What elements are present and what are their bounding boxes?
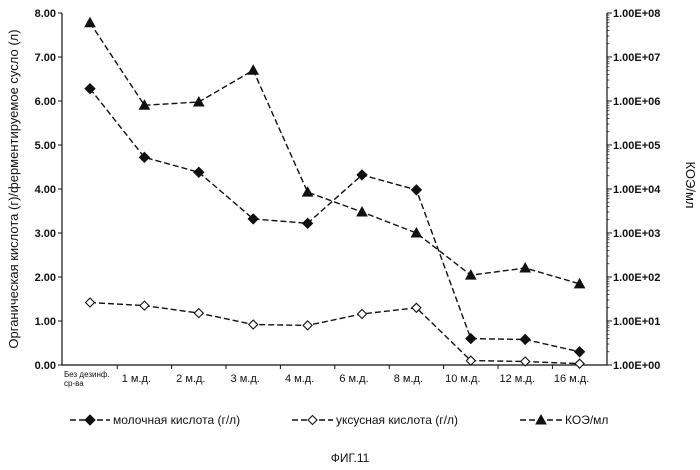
data-point xyxy=(520,263,530,272)
y2-tick-label: 1.00E+07 xyxy=(613,52,660,64)
series-3 xyxy=(85,18,585,288)
data-point xyxy=(357,207,367,216)
y-axis-title: Органическая кислота (г)/ферментируемое … xyxy=(6,29,21,348)
data-point xyxy=(86,298,95,307)
data-point xyxy=(194,97,204,106)
data-point xyxy=(248,65,258,74)
data-point xyxy=(411,185,421,195)
legend-item-1: молочная кислота (г/л) xyxy=(70,413,240,427)
legend-marker xyxy=(308,416,317,425)
legend-marker xyxy=(536,415,546,424)
x-tick-label: 1 м.д. xyxy=(122,373,151,385)
data-point xyxy=(466,270,476,279)
data-point xyxy=(194,309,203,318)
legend-item-3: КОЭ/мл xyxy=(520,413,608,427)
chart-series xyxy=(85,18,585,368)
x-tick-label: 16 м.д. xyxy=(554,373,589,385)
y-tick-label: 4.00 xyxy=(35,184,56,196)
y2-tick-label: 1.00E+00 xyxy=(613,360,660,372)
legend-item-2: уксусная кислота (г/л) xyxy=(292,413,458,427)
series-1 xyxy=(85,84,585,357)
chart-legend: молочная кислота (г/л) уксусная кислота (… xyxy=(70,413,608,427)
series-2 xyxy=(86,298,585,368)
x-tick-label: 2 м.д. xyxy=(176,373,205,385)
data-point xyxy=(411,228,421,237)
data-point xyxy=(140,301,149,310)
x-tick-label: 10 м.д. xyxy=(445,373,480,385)
data-point xyxy=(358,309,367,318)
data-point xyxy=(303,187,313,196)
y2-tick-label: 1.00E+01 xyxy=(613,316,660,328)
y2-tick-label: 1.00E+02 xyxy=(613,272,660,284)
y2-tick-label: 1.00E+06 xyxy=(613,96,660,108)
series-line xyxy=(90,89,580,352)
x-tick-label: 3 м.д. xyxy=(231,373,260,385)
series-line xyxy=(90,23,580,284)
x-tick-label: 8 м.д. xyxy=(394,373,423,385)
y2-axis-title: КОЭ/мл xyxy=(683,161,698,208)
y-tick-label: 5.00 xyxy=(35,140,56,152)
data-point xyxy=(85,18,95,27)
y-tick-label: 8.00 xyxy=(35,8,56,20)
data-point xyxy=(249,320,258,329)
y2-tick-label: 1.00E+08 xyxy=(613,8,660,20)
y-tick-label: 6.00 xyxy=(35,96,56,108)
x-tick-label: 12 м.д. xyxy=(500,373,535,385)
y-tick-label: 1.00 xyxy=(35,316,56,328)
y-tick-label: 0.00 xyxy=(35,360,56,372)
y-tick-label: 2.00 xyxy=(35,272,56,284)
figure-caption: ФИГ.11 xyxy=(331,451,370,465)
x-tick-label: Без дезинф.ср-ва xyxy=(64,370,110,388)
y2-tick-label: 1.00E+03 xyxy=(613,228,660,240)
y2-tick-label: 1.00E+04 xyxy=(613,184,661,196)
legend-label: молочная кислота (г/л) xyxy=(113,413,240,427)
data-point xyxy=(303,321,312,330)
y-tick-label: 7.00 xyxy=(35,52,56,64)
data-point xyxy=(466,334,476,344)
chart-axes: 0.00 1.00 2.00 3.00 4.00 5.00 6.00 7.00 8.00 1.00… xyxy=(6,8,698,388)
data-point xyxy=(575,359,584,368)
y2-tick-label: 1.00E+05 xyxy=(613,140,660,152)
series-line xyxy=(90,303,580,364)
data-point xyxy=(575,347,585,357)
y-tick-label: 3.00 xyxy=(35,228,56,240)
x-tick-label: 4 м.д. xyxy=(285,373,314,385)
legend-label: уксусная кислота (г/л) xyxy=(336,413,458,427)
data-point xyxy=(520,334,530,344)
legend-marker xyxy=(85,415,95,425)
legend-label: КОЭ/мл xyxy=(565,413,608,427)
x-tick-label: 6 м.д. xyxy=(339,373,368,385)
